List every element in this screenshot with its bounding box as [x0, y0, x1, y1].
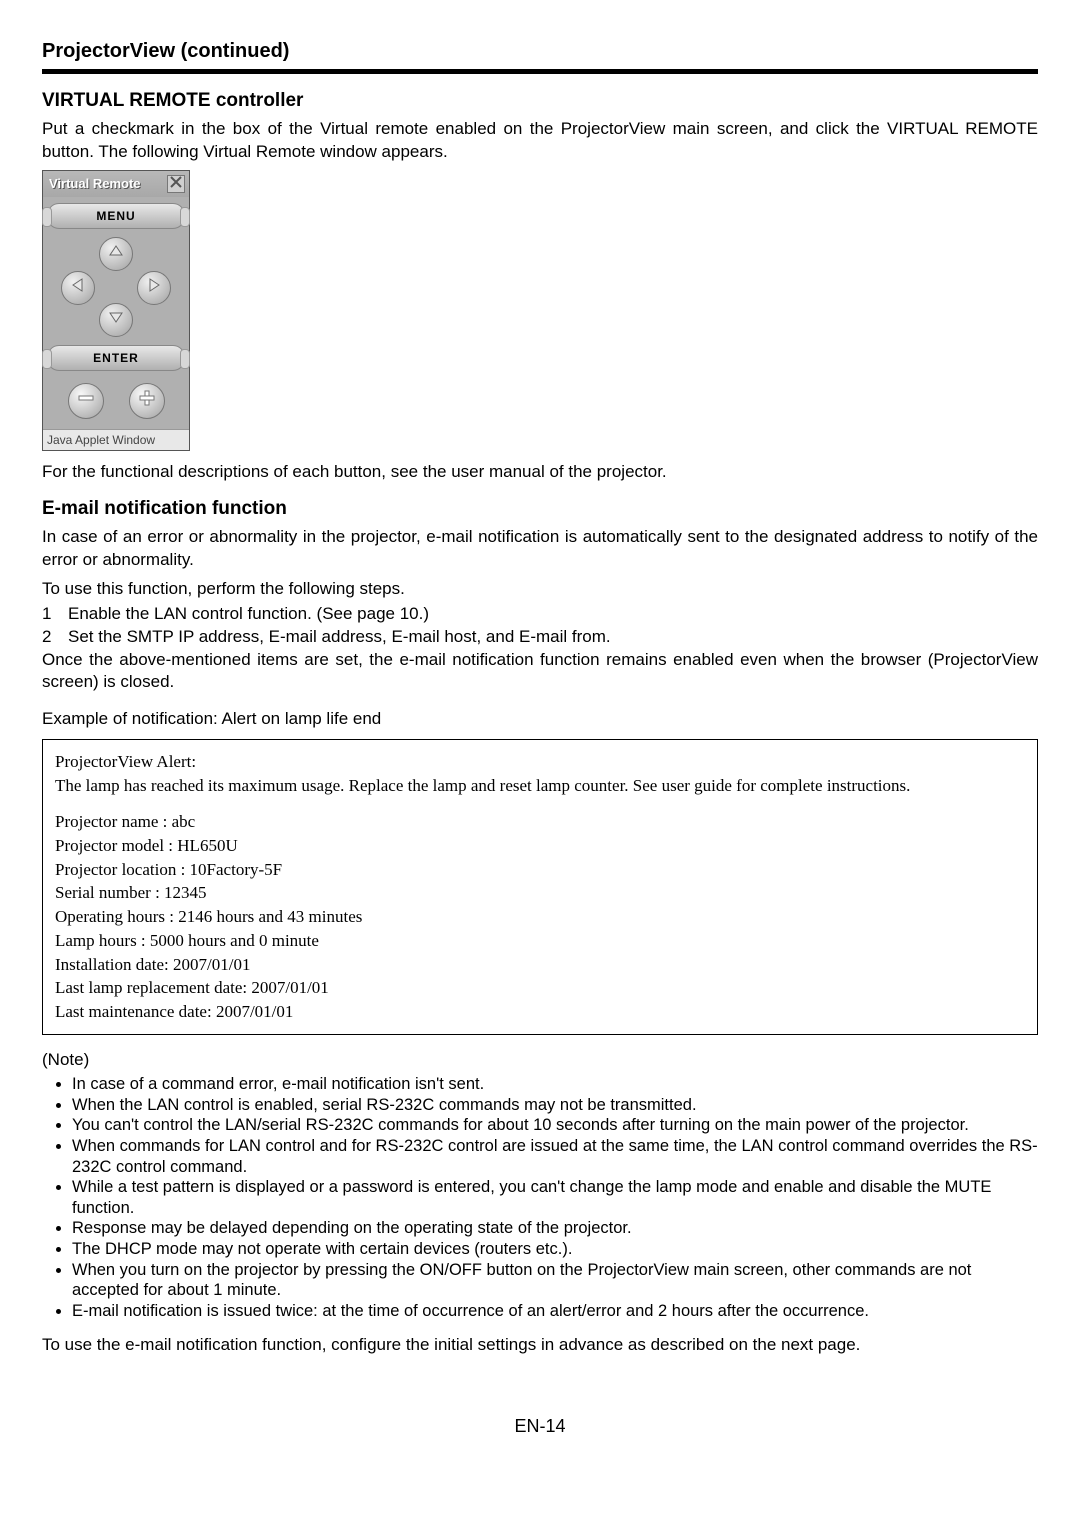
email-steps: 1Enable the LAN control function. (See p… [42, 603, 1038, 649]
alert-field: Last maintenance date: 2007/01/01 [55, 1000, 1025, 1024]
arrow-down-icon [108, 309, 124, 330]
email-heading: E-mail notification function [42, 498, 1038, 520]
step-text: Enable the LAN control function. (See pa… [68, 603, 429, 626]
menu-button-label: MENU [96, 209, 135, 223]
note-item: The DHCP mode may not operate with certa… [72, 1239, 1038, 1260]
note-item: When you turn on the projector by pressi… [72, 1260, 1038, 1301]
plus-minus-row [47, 379, 185, 423]
virtual-remote-title: Virtual Remote [47, 176, 167, 191]
virtual-remote-heading: VIRTUAL REMOTE controller [42, 90, 1038, 112]
notes-list: In case of a command error, e-mail notif… [42, 1074, 1038, 1322]
note-item: While a test pattern is displayed or a p… [72, 1177, 1038, 1218]
virtual-remote-window: Virtual Remote MENU [42, 170, 190, 451]
dpad-down-button[interactable] [99, 303, 133, 337]
section-title: ProjectorView (continued) [42, 40, 1038, 63]
alert-example-box: ProjectorView Alert: The lamp has reache… [42, 739, 1038, 1035]
close-button[interactable] [167, 175, 185, 193]
email-p2: To use this function, perform the follow… [42, 578, 1038, 601]
virtual-remote-titlebar: Virtual Remote [43, 171, 189, 197]
example-label: Example of notification: Alert on lamp l… [42, 708, 1038, 731]
enter-button[interactable]: ENTER [47, 345, 185, 371]
virtual-remote-status-bar: Java Applet Window [43, 429, 189, 450]
page-number: EN-14 [42, 1416, 1038, 1437]
email-p1: In case of an error or abnormality in th… [42, 526, 1038, 572]
alert-field: Lamp hours : 5000 hours and 0 minute [55, 929, 1025, 953]
note-item: When the LAN control is enabled, serial … [72, 1095, 1038, 1116]
alert-field: Installation date: 2007/01/01 [55, 953, 1025, 977]
step-number: 1 [42, 603, 68, 626]
notes-heading: (Note) [42, 1049, 1038, 1072]
alert-field: Operating hours : 2146 hours and 43 minu… [55, 905, 1025, 929]
note-item: You can't control the LAN/serial RS-232C… [72, 1115, 1038, 1136]
virtual-remote-body: MENU [43, 197, 189, 429]
dpad-right-button[interactable] [137, 271, 171, 305]
note-item: E-mail notification is issued twice: at … [72, 1301, 1038, 1322]
step-row: 1Enable the LAN control function. (See p… [42, 603, 1038, 626]
plus-button[interactable] [129, 383, 165, 419]
note-item: In case of a command error, e-mail notif… [72, 1074, 1038, 1095]
close-icon [170, 175, 182, 193]
arrow-up-icon [108, 243, 124, 264]
alert-field: Projector name : abc [55, 810, 1025, 834]
step-number: 2 [42, 626, 68, 649]
email-p3: Once the above-mentioned items are set, … [42, 649, 1038, 695]
note-item: Response may be delayed depending on the… [72, 1218, 1038, 1239]
minus-icon [76, 388, 96, 413]
virtual-remote-after: For the functional descriptions of each … [42, 461, 1038, 484]
alert-message: The lamp has reached its maximum usage. … [55, 774, 1025, 798]
alert-field: Serial number : 12345 [55, 881, 1025, 905]
page-root: ProjectorView (continued) VIRTUAL REMOTE… [0, 0, 1080, 1467]
horizontal-rule [42, 69, 1038, 74]
arrow-right-icon [146, 277, 162, 298]
dpad-left-button[interactable] [61, 271, 95, 305]
virtual-remote-intro: Put a checkmark in the box of the Virtua… [42, 118, 1038, 164]
note-item: When commands for LAN control and for RS… [72, 1136, 1038, 1177]
arrow-left-icon [70, 277, 86, 298]
notes-block: (Note) In case of a command error, e-mai… [42, 1049, 1038, 1356]
step-text: Set the SMTP IP address, E-mail address,… [68, 626, 611, 649]
dpad-up-button[interactable] [99, 237, 133, 271]
alert-field: Projector location : 10Factory-5F [55, 858, 1025, 882]
step-row: 2Set the SMTP IP address, E-mail address… [42, 626, 1038, 649]
minus-button[interactable] [68, 383, 104, 419]
menu-button[interactable]: MENU [47, 203, 185, 229]
alert-field: Last lamp replacement date: 2007/01/01 [55, 976, 1025, 1000]
alert-title: ProjectorView Alert: [55, 750, 1025, 774]
enter-button-label: ENTER [93, 351, 139, 365]
notes-closing: To use the e-mail notification function,… [42, 1334, 1038, 1357]
plus-icon [137, 388, 157, 413]
dpad [51, 237, 181, 337]
alert-field: Projector model : HL650U [55, 834, 1025, 858]
